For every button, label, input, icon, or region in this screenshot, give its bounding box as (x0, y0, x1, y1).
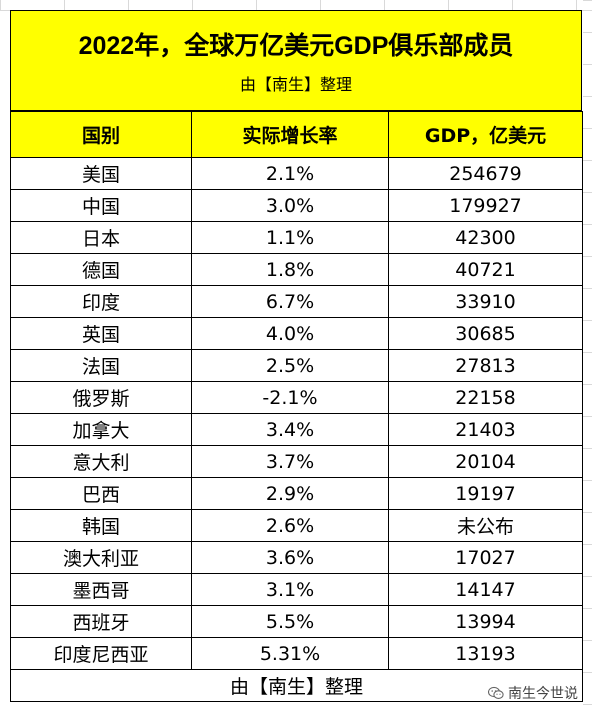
cell-gdp: 13193 (388, 637, 583, 670)
cell-country: 德国 (10, 253, 192, 286)
table-row: 加拿大 3.4% 21403 (10, 413, 583, 446)
wechat-icon (488, 686, 504, 700)
cell-growth-rate: 6.7% (191, 285, 389, 318)
cell-country: 加拿大 (10, 413, 192, 446)
table-header-row: 国别 实际增长率 GDP，亿美元 (10, 111, 583, 158)
watermark-text: 南生今世说 (508, 686, 578, 702)
cell-country: 意大利 (10, 445, 192, 478)
header-country: 国别 (10, 111, 192, 158)
table-row: 印度 6.7% 33910 (10, 285, 583, 318)
cell-gdp: 22158 (388, 381, 583, 414)
cell-growth-rate: 2.9% (191, 477, 389, 510)
cell-growth-rate: 2.5% (191, 349, 389, 382)
cell-growth-rate: 5.5% (191, 605, 389, 638)
page-title: 2022年，全球万亿美元GDP俱乐部成员 (78, 32, 514, 60)
cell-country: 法国 (10, 349, 192, 382)
cell-country: 中国 (10, 189, 192, 222)
table-footer-row: 由【南生】整理 (10, 669, 583, 702)
cell-country: 印度尼西亚 (10, 637, 192, 670)
title-banner: 2022年，全球万亿美元GDP俱乐部成员 由【南生】整理 (10, 10, 582, 111)
cell-growth-rate: 1.8% (191, 253, 389, 286)
cell-growth-rate: -2.1% (191, 381, 389, 414)
cell-country: 俄罗斯 (10, 381, 192, 414)
cell-gdp: 179927 (388, 189, 583, 222)
cell-growth-rate: 2.1% (191, 157, 389, 190)
cell-growth-rate: 3.7% (191, 445, 389, 478)
table-row: 英国 4.0% 30685 (10, 317, 583, 350)
cell-country: 澳大利亚 (10, 541, 192, 574)
table-row: 日本 1.1% 42300 (10, 221, 583, 254)
cell-country: 印度 (10, 285, 192, 318)
cell-gdp: 未公布 (388, 509, 583, 542)
table-row: 澳大利亚 3.6% 17027 (10, 541, 583, 574)
cell-country: 日本 (10, 221, 192, 254)
cell-gdp: 19197 (388, 477, 583, 510)
cell-country: 美国 (10, 157, 192, 190)
cell-country: 韩国 (10, 509, 192, 542)
footer-credit: 由【南生】整理 (229, 676, 363, 698)
cell-country: 西班牙 (10, 605, 192, 638)
cell-gdp: 17027 (388, 541, 583, 574)
table-row: 西班牙 5.5% 13994 (10, 605, 583, 638)
cell-growth-rate: 3.1% (191, 573, 389, 606)
watermark: 南生今世说 (488, 683, 578, 703)
cell-growth-rate: 4.0% (191, 317, 389, 350)
cell-gdp: 33910 (388, 285, 583, 318)
cell-gdp: 40721 (388, 253, 583, 286)
table-row: 意大利 3.7% 20104 (10, 445, 583, 478)
table-row: 俄罗斯 -2.1% 22158 (10, 381, 583, 414)
cell-country: 英国 (10, 317, 192, 350)
cell-gdp: 14147 (388, 573, 583, 606)
table-row: 德国 1.8% 40721 (10, 253, 583, 286)
cell-gdp: 254679 (388, 157, 583, 190)
header-gdp: GDP，亿美元 (388, 111, 583, 158)
cell-gdp: 21403 (388, 413, 583, 446)
gdp-table: 国别 实际增长率 GDP，亿美元 美国 2.1% 254679 中国 3.0% 17992… (10, 111, 583, 702)
cell-growth-rate: 2.6% (191, 509, 389, 542)
cell-growth-rate: 1.1% (191, 221, 389, 254)
table-row: 美国 2.1% 254679 (10, 157, 583, 190)
table-row: 巴西 2.9% 19197 (10, 477, 583, 510)
table-row: 法国 2.5% 27813 (10, 349, 583, 382)
footer-cell: 由【南生】整理 (10, 669, 583, 702)
page-subtitle: 由【南生】整理 (239, 75, 352, 94)
cell-growth-rate: 3.0% (191, 189, 389, 222)
cell-gdp: 20104 (388, 445, 583, 478)
cell-country: 墨西哥 (10, 573, 192, 606)
cell-growth-rate: 3.6% (191, 541, 389, 574)
cell-gdp: 30685 (388, 317, 583, 350)
table-row: 墨西哥 3.1% 14147 (10, 573, 583, 606)
cell-gdp: 27813 (388, 349, 583, 382)
row-gridlines (583, 0, 592, 715)
header-growth-rate: 实际增长率 (191, 111, 389, 158)
table-row: 中国 3.0% 179927 (10, 189, 583, 222)
table-row: 印度尼西亚 5.31% 13193 (10, 637, 583, 670)
cell-country: 巴西 (10, 477, 192, 510)
table-row: 韩国 2.6% 未公布 (10, 509, 583, 542)
cell-gdp: 42300 (388, 221, 583, 254)
cell-growth-rate: 5.31% (191, 637, 389, 670)
cell-growth-rate: 3.4% (191, 413, 389, 446)
cell-gdp: 13994 (388, 605, 583, 638)
